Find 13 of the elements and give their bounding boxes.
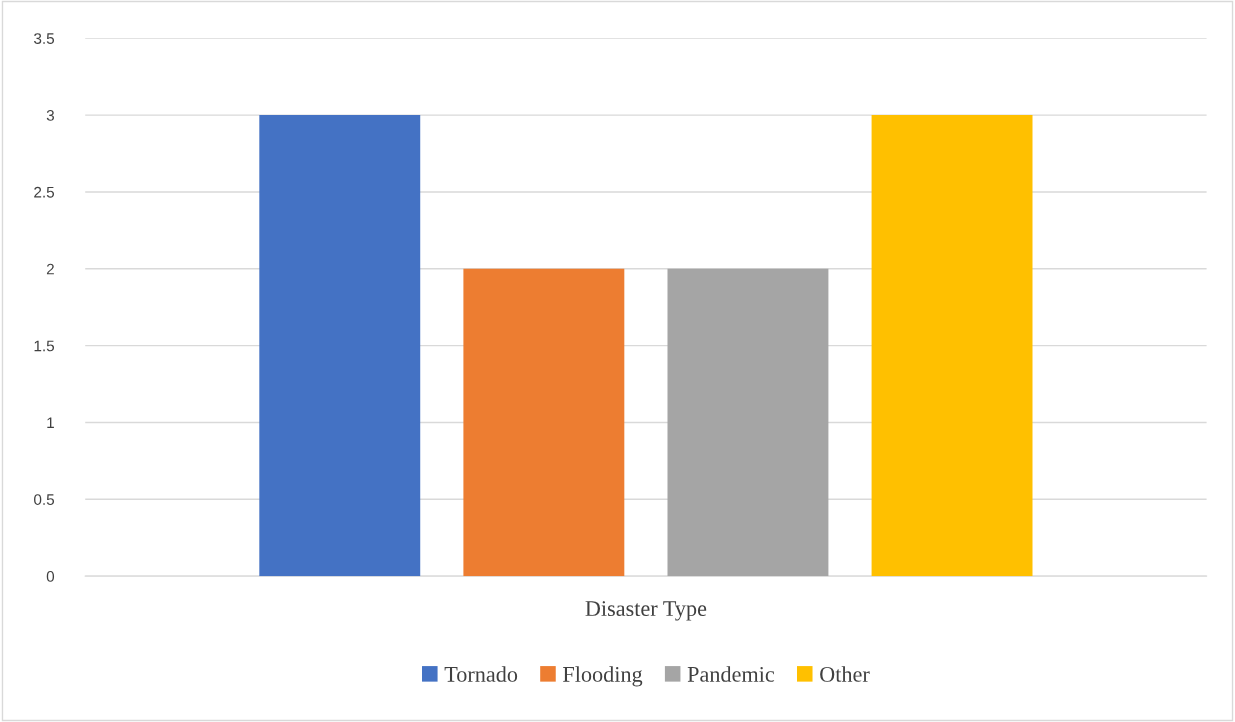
legend-label: Tornado [444,666,518,682]
y-tick-label: 2 [46,263,54,275]
y-tick-label: 0 [46,571,55,582]
y-tick-label: 3 [46,109,54,121]
y-tick-label: 3.5 [34,33,55,44]
legend-label: Pandemic [687,666,775,682]
y-tick-label: 2.5 [34,186,55,198]
legend-label: Other [820,666,870,682]
y-tick-label: 1.5 [34,340,55,352]
legend-label: Flooding [563,666,643,687]
x-axis-title: Disaster Type [585,601,707,621]
y-tick-label: 1 [47,417,54,429]
y-tick-label: 0.5 [34,494,55,505]
